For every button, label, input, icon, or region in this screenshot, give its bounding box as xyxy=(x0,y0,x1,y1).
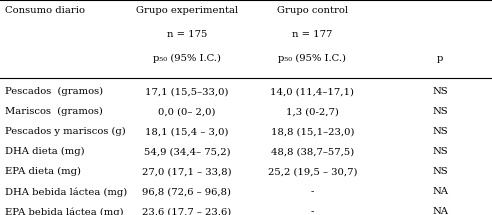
Text: NS: NS xyxy=(432,167,448,176)
Text: Grupo experimental: Grupo experimental xyxy=(136,6,238,15)
Text: EPA bebida láctea (mg): EPA bebida láctea (mg) xyxy=(5,207,123,215)
Text: DHA dieta (mg): DHA dieta (mg) xyxy=(5,147,85,156)
Text: 54,9 (34,4– 75,2): 54,9 (34,4– 75,2) xyxy=(144,147,230,156)
Text: 18,8 (15,1–23,0): 18,8 (15,1–23,0) xyxy=(271,127,354,136)
Text: Grupo control: Grupo control xyxy=(277,6,348,15)
Text: Mariscos  (gramos): Mariscos (gramos) xyxy=(5,107,103,116)
Text: 0,0 (0– 2,0): 0,0 (0– 2,0) xyxy=(158,107,215,116)
Text: n = 177: n = 177 xyxy=(292,30,333,39)
Text: 1,3 (0-2,7): 1,3 (0-2,7) xyxy=(286,107,339,116)
Text: Pescados y mariscos (g): Pescados y mariscos (g) xyxy=(5,127,125,136)
Text: Pescados  (gramos): Pescados (gramos) xyxy=(5,87,103,96)
Text: NS: NS xyxy=(432,147,448,156)
Text: 18,1 (15,4 – 3,0): 18,1 (15,4 – 3,0) xyxy=(145,127,229,136)
Text: NA: NA xyxy=(432,207,448,215)
Text: Consumo diario: Consumo diario xyxy=(5,6,85,15)
Text: 25,2 (19,5 – 30,7): 25,2 (19,5 – 30,7) xyxy=(268,167,357,176)
Text: 14,0 (11,4–17,1): 14,0 (11,4–17,1) xyxy=(271,87,354,96)
Text: EPA dieta (mg): EPA dieta (mg) xyxy=(5,167,81,176)
Text: 48,8 (38,7–57,5): 48,8 (38,7–57,5) xyxy=(271,147,354,156)
Text: -: - xyxy=(311,187,314,196)
Text: -: - xyxy=(311,207,314,215)
Text: 23,6 (17,7 – 23,6): 23,6 (17,7 – 23,6) xyxy=(142,207,232,215)
Text: 17,1 (15,5–33,0): 17,1 (15,5–33,0) xyxy=(145,87,229,96)
Text: 96,8 (72,6 – 96,8): 96,8 (72,6 – 96,8) xyxy=(143,187,231,196)
Text: NS: NS xyxy=(432,127,448,136)
Text: NA: NA xyxy=(432,187,448,196)
Text: p₅₀ (95% I.C.): p₅₀ (95% I.C.) xyxy=(153,54,221,63)
Text: n = 175: n = 175 xyxy=(167,30,207,39)
Text: p₅₀ (95% I.C.): p₅₀ (95% I.C.) xyxy=(278,54,346,63)
Text: 27,0 (17,1 – 33,8): 27,0 (17,1 – 33,8) xyxy=(142,167,232,176)
Text: p: p xyxy=(437,54,443,63)
Text: DHA bebida láctea (mg): DHA bebida láctea (mg) xyxy=(5,187,127,197)
Text: NS: NS xyxy=(432,87,448,96)
Text: NS: NS xyxy=(432,107,448,116)
